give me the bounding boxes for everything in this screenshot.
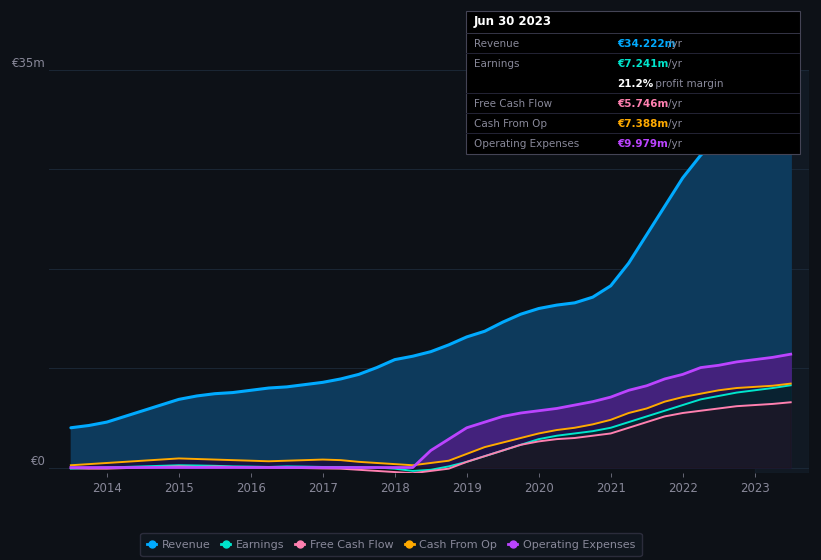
Text: Cash From Op: Cash From Op [474,119,547,129]
Text: €7.241m: €7.241m [617,59,669,69]
Text: €0: €0 [30,455,45,468]
Text: /yr: /yr [668,119,682,129]
Text: Revenue: Revenue [474,39,519,49]
Bar [754,70,809,473]
Text: /yr: /yr [668,59,682,69]
Text: Jun 30 2023: Jun 30 2023 [474,15,552,28]
Text: profit margin: profit margin [652,79,723,89]
Text: /yr: /yr [668,99,682,109]
Text: €34.222m: €34.222m [617,39,676,49]
Text: /yr: /yr [668,39,682,49]
Text: €9.979m: €9.979m [617,139,668,149]
Text: Operating Expenses: Operating Expenses [474,139,579,149]
Text: €7.388m: €7.388m [617,119,668,129]
Text: Earnings: Earnings [474,59,519,69]
Text: Free Cash Flow: Free Cash Flow [474,99,552,109]
Text: €35m: €35m [11,57,45,70]
Legend: Revenue, Earnings, Free Cash Flow, Cash From Op, Operating Expenses: Revenue, Earnings, Free Cash Flow, Cash … [140,533,641,556]
Text: /yr: /yr [668,139,682,149]
Text: 21.2%: 21.2% [617,79,654,89]
Text: €5.746m: €5.746m [617,99,669,109]
